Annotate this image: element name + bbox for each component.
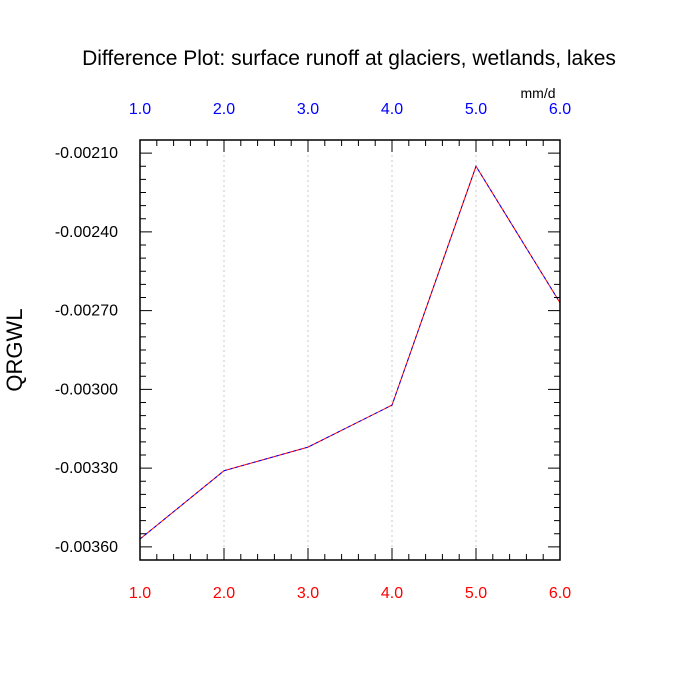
series-line-red (139, 165, 561, 540)
y-tick-label: -0.00240 (55, 224, 118, 241)
units-label: mm/d (521, 85, 556, 101)
tick-labels: 1.0 1.0 2.0 2.0 3.0 3.0 4.0 4.0 5.0 5.0 6.0 6.0 -0.0… (55, 101, 571, 602)
x-tick-label-bottom: 4.0 (381, 585, 403, 602)
series-lines (139, 165, 561, 540)
x-tick-label-bottom: 5.0 (465, 585, 487, 602)
axes (139, 139, 561, 561)
x-tick-label-top: 2.0 (213, 101, 235, 118)
y-tick-label: -0.00300 (55, 381, 118, 398)
series-line-blue-dashed (139, 165, 561, 540)
y-tick-label: -0.00360 (55, 539, 118, 556)
plot-frame (139, 139, 561, 561)
x-tick-label-top: 5.0 (465, 101, 487, 118)
y-tick-label: -0.00270 (55, 303, 118, 320)
y-tick-label: -0.00210 (55, 145, 118, 162)
grid-lines (223, 140, 477, 560)
x-tick-label-top: 4.0 (381, 101, 403, 118)
chart-title: Difference Plot: surface runoff at glaci… (82, 47, 616, 70)
x-tick-label-bottom: 2.0 (213, 585, 235, 602)
x-tick-label-bottom: 6.0 (549, 585, 571, 602)
y-tick-label: -0.00330 (55, 460, 118, 477)
x-tick-label-top: 1.0 (129, 101, 151, 118)
x-tick-label-bottom: 3.0 (297, 585, 319, 602)
x-tick-label-top: 6.0 (549, 101, 571, 118)
x-tick-label-bottom: 1.0 (129, 585, 151, 602)
x-tick-label-top: 3.0 (297, 101, 319, 118)
y-axis-label: QRGWL (2, 308, 27, 391)
